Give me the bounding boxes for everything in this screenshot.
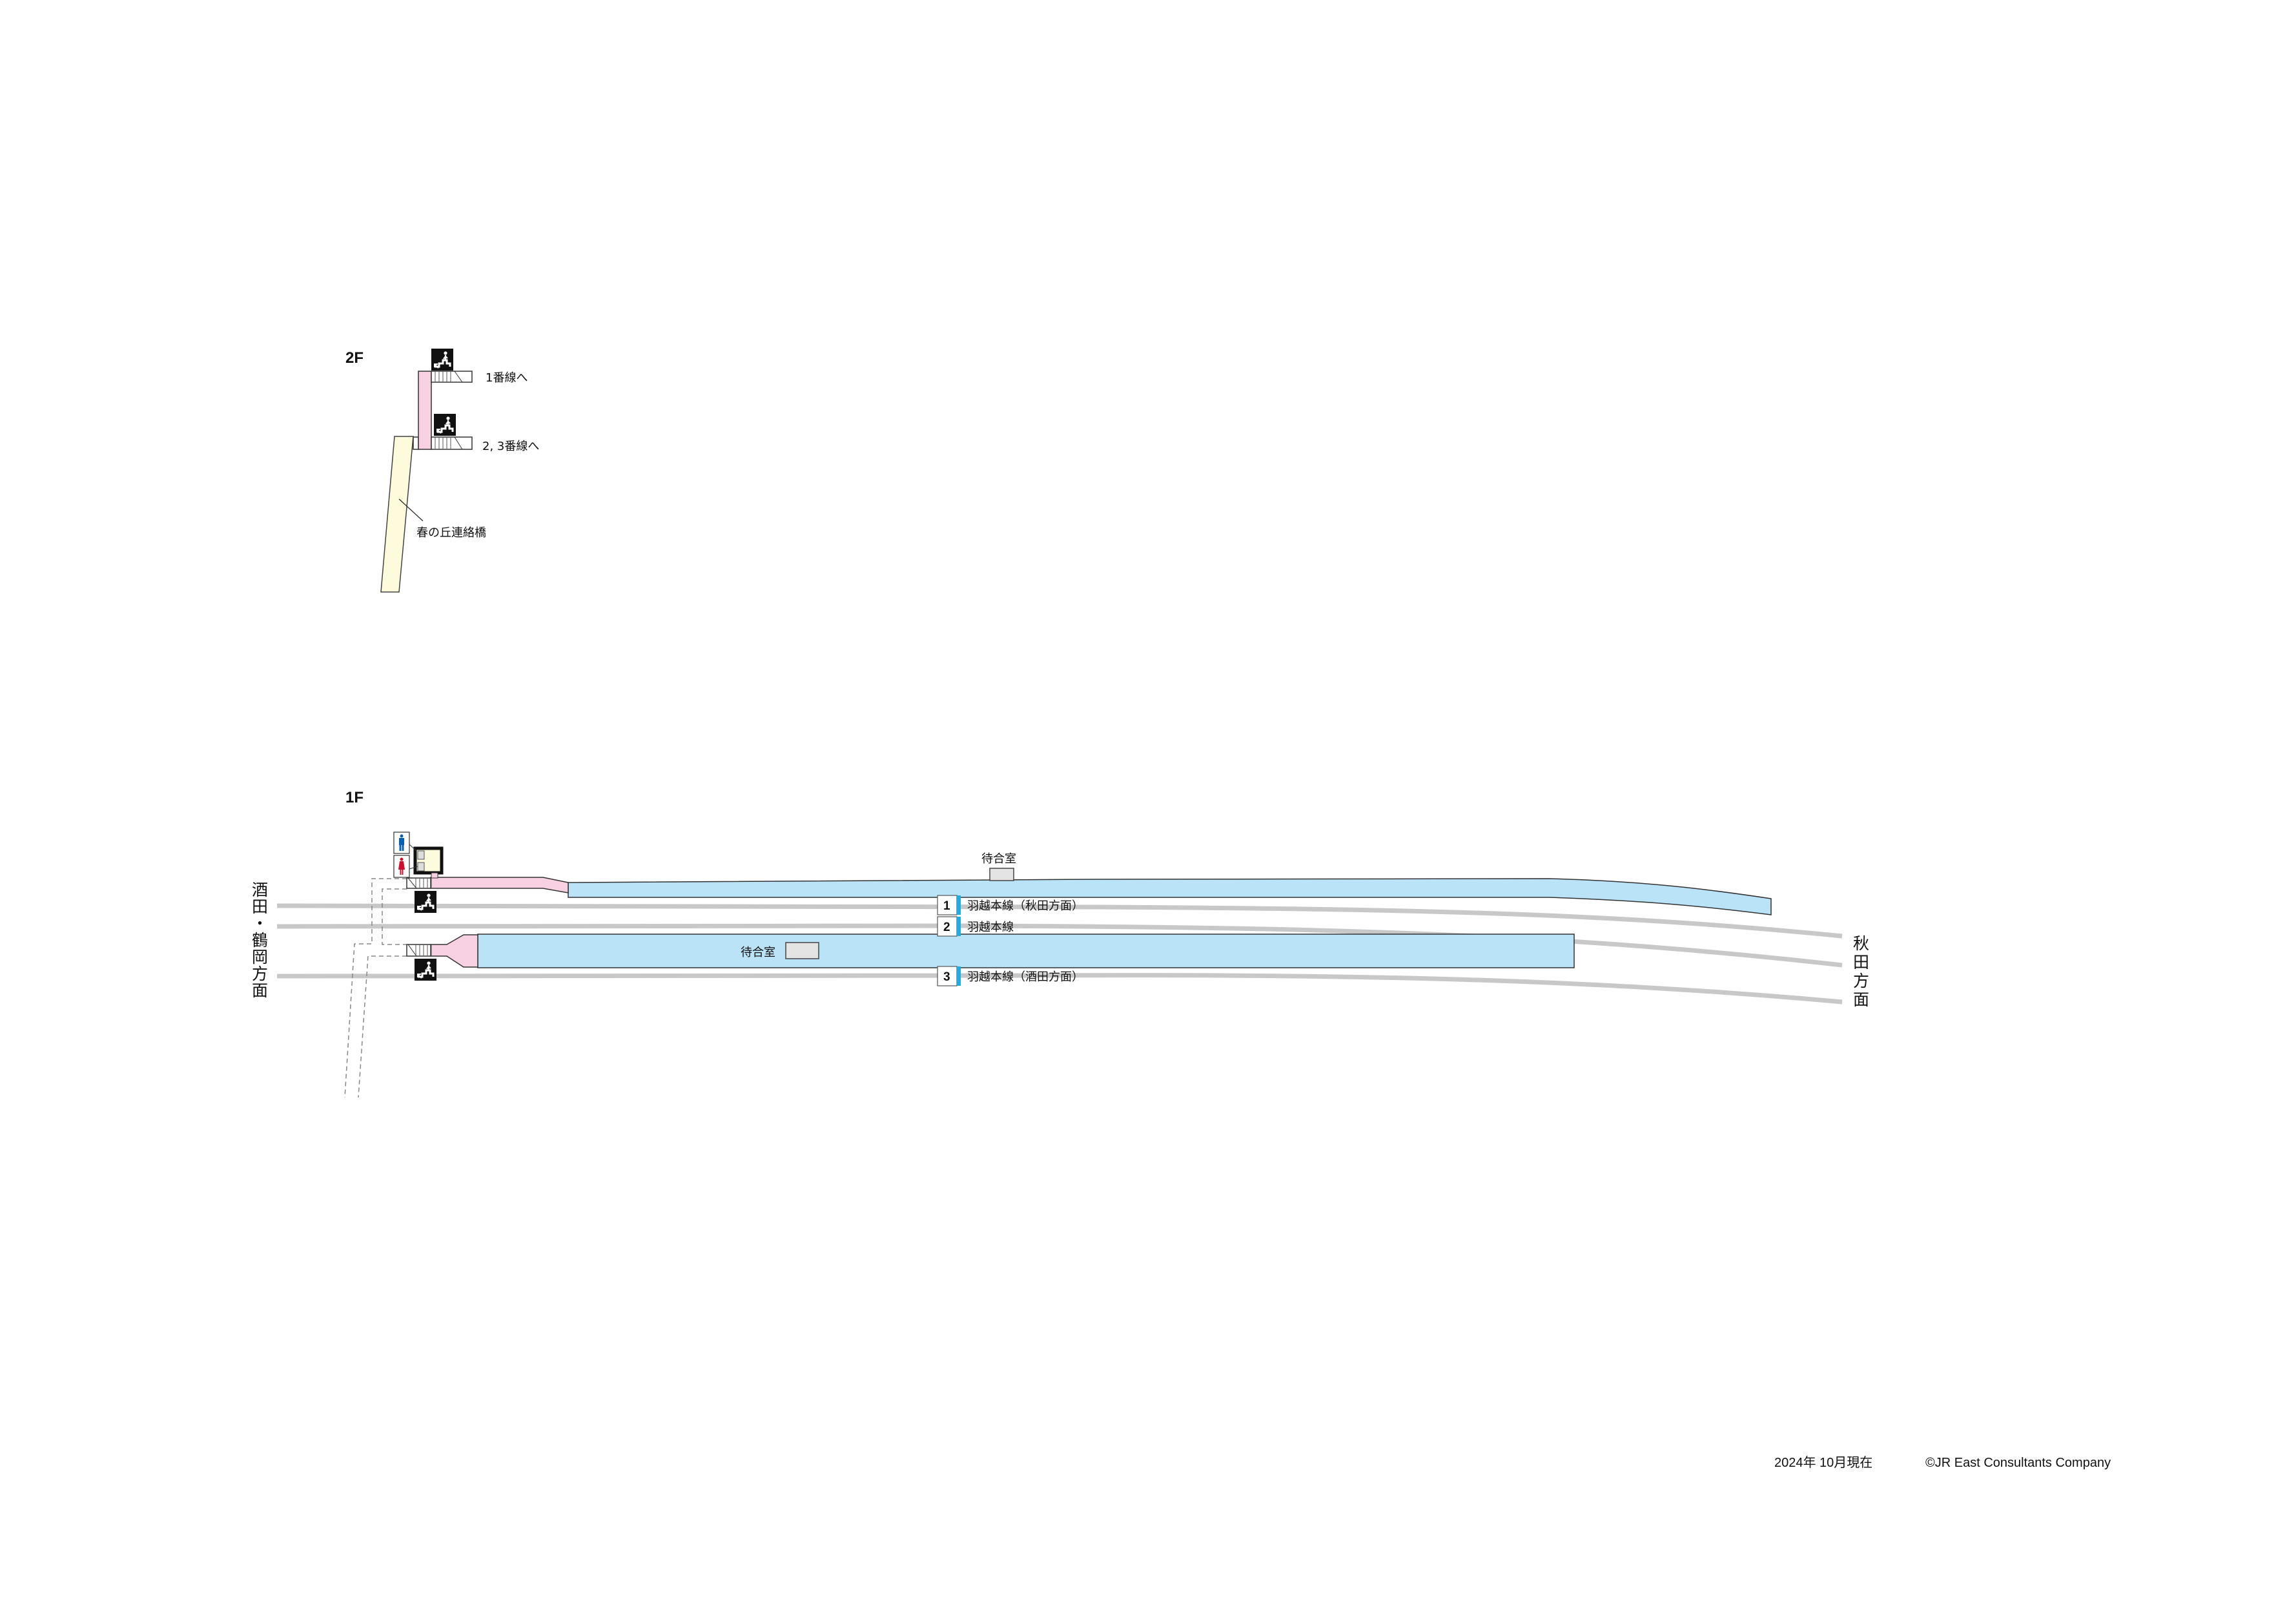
waiting-room-1 bbox=[989, 868, 1014, 881]
label-bridge: 春の丘連絡橋 bbox=[416, 526, 486, 540]
escalator-up-icon bbox=[413, 957, 438, 982]
track-badge-3: 3 羽越本線（酒田方面） bbox=[937, 966, 1083, 986]
floor-label-1f: 1F bbox=[345, 789, 364, 806]
floor-1f: 1F bbox=[250, 789, 1870, 1098]
stair-to-track2-3[interactable] bbox=[431, 436, 473, 450]
track-badge-2: 2 羽越本線 bbox=[937, 916, 1014, 937]
svg-text:1: 1 bbox=[943, 899, 950, 913]
underpass-outline bbox=[344, 878, 407, 1098]
bridge-stair-landing bbox=[413, 436, 419, 450]
label-to-track2-3: 2, 3番線へ bbox=[482, 440, 539, 453]
floor-2f: 2F 1番線へ 2, 3番線へ 春の丘連絡橋 bbox=[345, 347, 539, 593]
concourse-platform-1 bbox=[430, 877, 569, 893]
toilet[interactable] bbox=[413, 846, 444, 879]
track-badge-1: 1 羽越本線（秋田方面） bbox=[937, 895, 1083, 915]
stair-platform-2-3[interactable] bbox=[406, 944, 432, 957]
track-label-2: 羽越本線 bbox=[967, 921, 1014, 934]
footer-copyright: ©JR East Consultants Company bbox=[1925, 1456, 2111, 1470]
escalator-up-icon bbox=[430, 347, 455, 372]
escalator-up-icon bbox=[413, 890, 438, 914]
track-label-3: 羽越本線（酒田方面） bbox=[967, 970, 1083, 984]
toilet-men-icon bbox=[393, 832, 410, 854]
svg-text:2: 2 bbox=[943, 921, 950, 934]
leader-line bbox=[398, 498, 424, 522]
footer-date: 2024年 10月現在 bbox=[1774, 1455, 1872, 1470]
stair-platform-1[interactable] bbox=[406, 877, 432, 890]
direction-east: 秋田方面 bbox=[1851, 935, 1870, 1010]
escalator-up-icon bbox=[433, 413, 457, 437]
track-3 bbox=[276, 973, 1843, 1005]
svg-text:3: 3 bbox=[943, 970, 950, 984]
track-label-1: 羽越本線（秋田方面） bbox=[967, 899, 1083, 913]
toilet-women-icon bbox=[393, 855, 410, 878]
platform-2-3 bbox=[477, 934, 1575, 968]
label-to-track1: 1番線へ bbox=[486, 371, 528, 385]
track-1 bbox=[276, 903, 1843, 939]
upper-concourse bbox=[418, 371, 432, 450]
stair-to-track1[interactable] bbox=[431, 371, 473, 383]
waiting-room-2-label: 待合室 bbox=[741, 946, 775, 959]
platform-1 bbox=[568, 878, 1772, 915]
waiting-room-2 bbox=[785, 942, 819, 959]
direction-west: 酒田・鶴岡方面 bbox=[250, 881, 269, 999]
underpass-outline bbox=[382, 888, 407, 945]
waiting-room-1-label: 待合室 bbox=[981, 852, 1016, 866]
harunooka-bridge bbox=[380, 436, 414, 593]
floor-label-2f: 2F bbox=[345, 349, 364, 367]
concourse-platform-2-3 bbox=[430, 934, 478, 968]
underpass-outline bbox=[358, 955, 407, 1098]
